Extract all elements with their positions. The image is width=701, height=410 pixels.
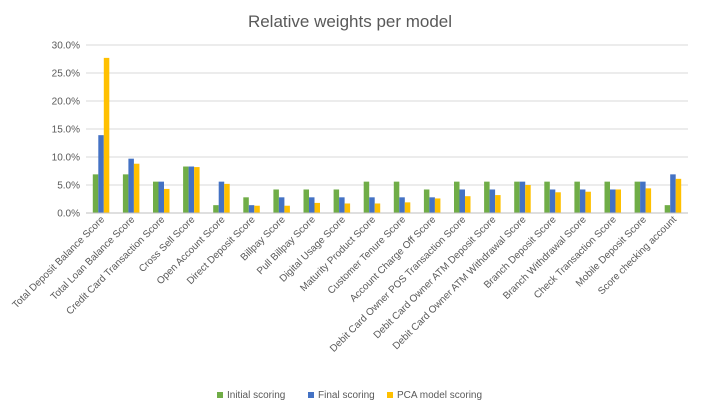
bar bbox=[284, 205, 290, 213]
legend-label: PCA model scoring bbox=[397, 390, 482, 401]
bar bbox=[153, 181, 159, 213]
bar bbox=[544, 181, 550, 213]
bar bbox=[183, 166, 189, 213]
grid-layer bbox=[86, 44, 688, 186]
bar bbox=[309, 197, 315, 213]
legend-swatch bbox=[308, 392, 314, 398]
bar bbox=[429, 197, 435, 213]
bar bbox=[393, 181, 400, 213]
bar bbox=[514, 181, 520, 213]
legend-swatch bbox=[217, 392, 223, 398]
bar bbox=[339, 197, 345, 213]
legend-swatch bbox=[387, 392, 393, 398]
bar bbox=[525, 185, 531, 213]
bar bbox=[374, 203, 381, 213]
y-tick-label: 15.0% bbox=[52, 125, 80, 136]
bar bbox=[579, 189, 586, 213]
bar bbox=[188, 166, 195, 213]
bar bbox=[213, 205, 219, 213]
bar bbox=[484, 181, 490, 213]
bar bbox=[243, 197, 249, 213]
bar bbox=[303, 189, 309, 213]
chart-title: Relative weights per model bbox=[248, 12, 452, 31]
bar bbox=[574, 181, 580, 213]
bar bbox=[194, 167, 200, 213]
bar-layer bbox=[92, 57, 682, 213]
bar bbox=[549, 189, 556, 213]
bar bbox=[158, 181, 164, 213]
bar bbox=[640, 181, 646, 213]
bar bbox=[103, 57, 110, 213]
bar bbox=[164, 188, 170, 213]
bar bbox=[369, 197, 375, 213]
bar bbox=[133, 163, 140, 213]
bar bbox=[434, 198, 441, 213]
legend-label: Final scoring bbox=[318, 390, 375, 401]
bar bbox=[399, 197, 405, 213]
bar bbox=[610, 189, 616, 213]
bar bbox=[273, 189, 279, 213]
bar bbox=[218, 181, 225, 213]
bar bbox=[615, 189, 621, 213]
bar bbox=[278, 197, 285, 213]
bar bbox=[122, 174, 129, 213]
y-tick-label: 25.0% bbox=[52, 69, 80, 80]
bar bbox=[519, 181, 526, 213]
bar bbox=[314, 202, 320, 213]
bar bbox=[585, 191, 591, 213]
bar bbox=[248, 205, 255, 213]
bar bbox=[489, 189, 496, 213]
y-tick-label: 20.0% bbox=[52, 97, 80, 108]
bar bbox=[604, 181, 610, 213]
bar bbox=[404, 202, 411, 213]
bar bbox=[254, 205, 260, 213]
bar bbox=[92, 174, 99, 213]
bar bbox=[224, 183, 230, 213]
legend-label: Initial scoring bbox=[227, 390, 285, 401]
bar bbox=[98, 135, 104, 213]
bar bbox=[664, 205, 671, 213]
bar bbox=[128, 158, 134, 213]
bar bbox=[675, 178, 682, 213]
y-tick-label: 0.0% bbox=[57, 209, 80, 220]
bar bbox=[495, 195, 501, 213]
bar bbox=[645, 188, 652, 213]
y-tick-label: 10.0% bbox=[52, 153, 80, 164]
bar bbox=[344, 203, 351, 213]
bar bbox=[363, 181, 370, 213]
bar bbox=[465, 196, 471, 213]
legend: Initial scoring Final scoring PCA model sc… bbox=[217, 390, 482, 401]
bar bbox=[634, 181, 641, 213]
bar bbox=[423, 189, 430, 213]
bar bbox=[454, 181, 460, 213]
bar bbox=[555, 192, 561, 213]
y-axis-ticks: 0.0% 5.0% 10.0% 15.0% 20.0% 25.0% 30.0% bbox=[52, 41, 80, 220]
bar bbox=[670, 174, 676, 213]
bar bbox=[333, 189, 340, 213]
bar bbox=[459, 189, 465, 213]
y-tick-label: 30.0% bbox=[52, 41, 80, 52]
y-tick-label: 5.0% bbox=[57, 181, 80, 192]
